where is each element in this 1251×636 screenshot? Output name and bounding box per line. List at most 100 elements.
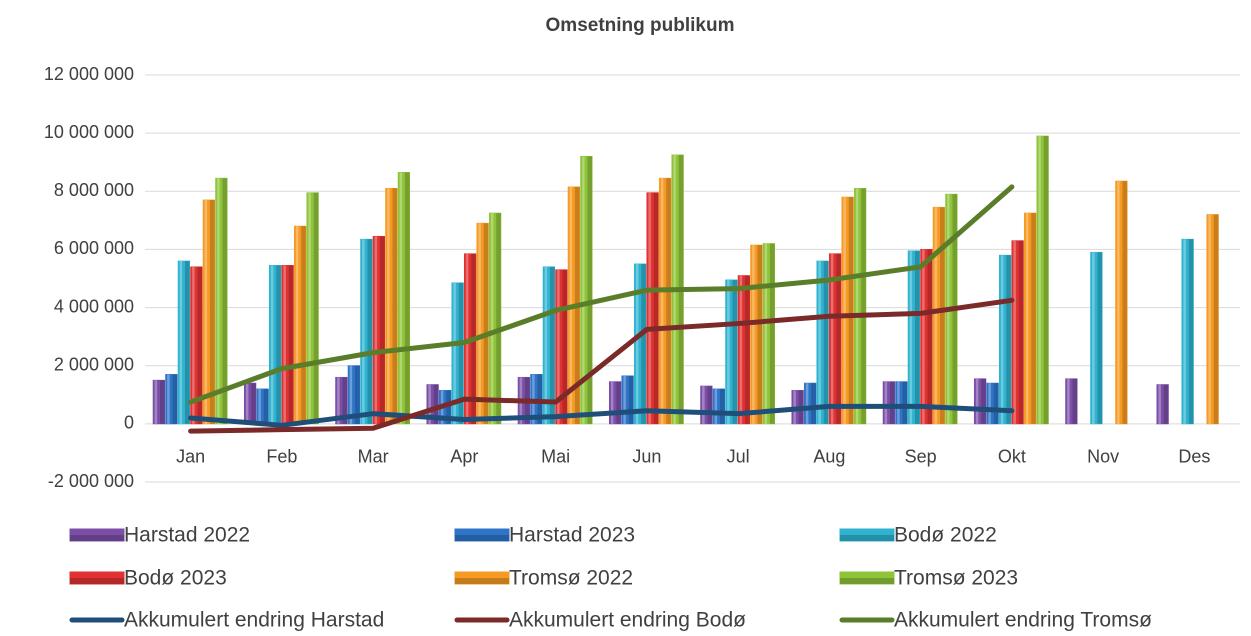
bar-shade (263, 388, 269, 424)
x-tick-label: Aug (813, 447, 845, 467)
bar-shade (836, 253, 841, 424)
bar-highlight (557, 269, 560, 424)
bar-highlight (623, 375, 626, 424)
bar-highlight (818, 261, 821, 424)
bar-highlight (283, 265, 286, 424)
legend-swatch-shade (840, 535, 894, 541)
bar (1011, 240, 1024, 425)
bar-shade (392, 188, 398, 424)
bar-shade (1097, 252, 1103, 424)
bar (177, 260, 191, 425)
legend-label: Tromsø 2022 (509, 567, 633, 590)
bar-highlight (1117, 181, 1120, 424)
bar (998, 254, 1012, 425)
bar-shade (1006, 255, 1011, 424)
bar (580, 155, 593, 425)
bar-shade (1072, 378, 1078, 424)
bar-shade (707, 386, 713, 424)
x-tick-label: Mar (358, 447, 389, 467)
bar-highlight (154, 380, 158, 424)
bar-shade (251, 383, 256, 424)
bar (621, 375, 634, 425)
bar-shade (197, 266, 203, 424)
bar (476, 222, 489, 425)
bar (360, 238, 373, 425)
bar-shade (496, 213, 501, 424)
bar-shade (993, 383, 999, 424)
bar (451, 282, 464, 425)
legend-label: Bodø 2023 (124, 567, 227, 590)
bar-shade (210, 200, 215, 424)
legend-label: Tromsø 2023 (894, 567, 1018, 590)
bar (828, 253, 842, 425)
bar-shade (276, 265, 281, 424)
bar-highlight (478, 223, 481, 424)
bar-highlight (988, 383, 991, 424)
bar-shade (1213, 214, 1219, 424)
bar (202, 199, 216, 425)
bar-shade (811, 383, 816, 424)
bar-highlight (337, 377, 340, 424)
bar-highlight (714, 388, 718, 424)
y-tick-label: 4 000 000 (54, 296, 134, 316)
bar (700, 385, 713, 425)
bar-highlight (465, 253, 469, 424)
bar-highlight (909, 250, 913, 424)
y-tick-label: 8 000 000 (54, 180, 134, 200)
line (188, 403, 1015, 428)
bar-highlight (702, 386, 705, 424)
bar-shade (550, 266, 555, 424)
legend-swatch (69, 571, 125, 585)
bar-highlight (362, 239, 365, 424)
bar-shade (313, 192, 319, 424)
bar-shade (732, 279, 738, 424)
bar-highlight (1092, 252, 1095, 424)
bar-shade (367, 239, 373, 424)
bar-highlight (830, 253, 834, 424)
bar (397, 171, 411, 425)
legend-swatch-shade (70, 578, 124, 584)
bar-highlight (490, 213, 494, 424)
bar-shade (823, 261, 829, 424)
bar-highlight (295, 226, 299, 424)
legend-swatch-shade (455, 535, 509, 541)
bar-shade (433, 384, 439, 424)
bar (920, 249, 933, 425)
bar-shade (562, 269, 568, 424)
bar-highlight (582, 156, 585, 424)
bar-shade (483, 223, 489, 424)
bar (646, 192, 659, 425)
bar (633, 263, 647, 425)
bar-shade (1031, 213, 1036, 424)
bar-highlight (167, 374, 170, 424)
legend-label: Harstad 2022 (124, 524, 250, 547)
bar-highlight (1067, 378, 1070, 424)
bar-highlight (752, 245, 755, 424)
bar (986, 382, 999, 425)
bar-highlight (204, 200, 208, 424)
bar-shade (1188, 239, 1194, 424)
bar-shade (355, 365, 360, 424)
bar (725, 279, 738, 425)
legend-swatch (839, 571, 895, 585)
bar-highlight (805, 383, 809, 424)
bar-shade (1043, 136, 1049, 424)
line (188, 184, 1015, 405)
bar-highlight (192, 266, 195, 424)
bar-highlight (1158, 384, 1161, 424)
line (188, 297, 1015, 434)
bar-highlight (843, 197, 846, 424)
bar (882, 381, 896, 425)
bar (215, 177, 228, 425)
bar-shade (641, 263, 646, 424)
y-tick-label: 6 000 000 (54, 238, 134, 258)
bar-highlight (1208, 214, 1211, 424)
bar-highlight (922, 249, 925, 424)
bar-shade (757, 245, 763, 424)
bar-highlight (648, 192, 651, 424)
bar-highlight (179, 261, 183, 424)
bar-highlight (610, 381, 614, 424)
x-tick-label: Des (1178, 447, 1210, 467)
